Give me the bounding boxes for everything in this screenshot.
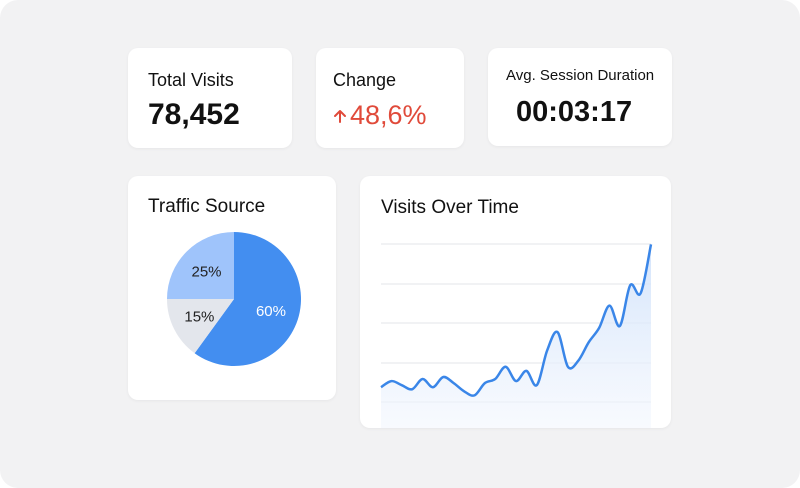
- arrow-up-icon: [333, 108, 347, 124]
- pie-slice-label: 15%: [184, 309, 214, 326]
- session-duration-label: Avg. Session Duration: [506, 67, 655, 84]
- traffic-source-card: Traffic Source 60% 15% 25%: [128, 176, 336, 400]
- change-row: 48,6%: [333, 100, 427, 131]
- session-duration-value: 00:03:17: [516, 96, 633, 128]
- total-visits-card: Total Visits 78,452: [128, 48, 292, 148]
- total-visits-label: Total Visits: [148, 70, 234, 90]
- visits-area-fill: [381, 244, 651, 428]
- visits-over-time-title: Visits Over Time: [381, 197, 519, 218]
- change-label: Change: [333, 70, 397, 90]
- visits-over-time-chart: [380, 243, 653, 428]
- pie-slice-label: 25%: [192, 264, 222, 281]
- visits-series-line: [380, 244, 653, 397]
- pie-slice: [167, 232, 234, 299]
- session-duration-card: Avg. Session Duration 00:03:17: [488, 48, 672, 146]
- change-value: 48,6%: [350, 100, 427, 130]
- change-card: Change 48,6%: [316, 48, 464, 148]
- traffic-source-pie-chart: 60% 15% 25%: [167, 232, 302, 366]
- visits-over-time-card: Visits Over Time: [360, 176, 671, 428]
- pie-slice: [167, 299, 234, 354]
- total-visits-value: 78,452: [148, 98, 240, 131]
- pie-slice: [194, 232, 302, 366]
- traffic-source-title: Traffic Source: [148, 196, 266, 217]
- pie-slice-label: 60%: [256, 303, 286, 320]
